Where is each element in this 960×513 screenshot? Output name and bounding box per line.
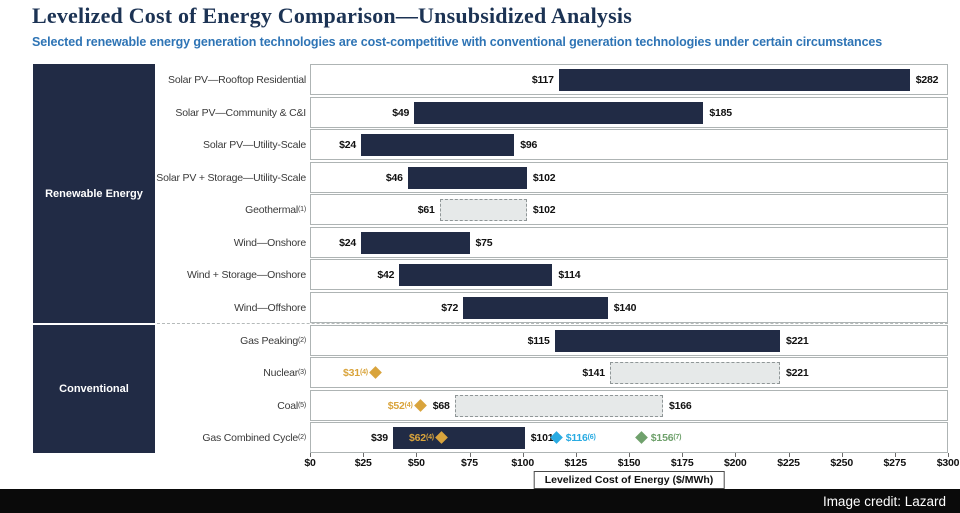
x-axis-tick-label: $50 — [407, 457, 425, 469]
x-axis-tick-label: $75 — [461, 457, 478, 469]
row-label-4: Geothermal (1) — [245, 203, 306, 216]
x-axis-tick — [416, 453, 418, 457]
range-bar-11 — [392, 426, 525, 449]
min-value-label-8: $115 — [527, 334, 550, 347]
row-track-3 — [310, 162, 948, 193]
x-axis-tick — [788, 453, 790, 457]
marker-label-11-1: $116 (6) — [565, 431, 596, 444]
x-axis-title-box: Levelized Cost of Energy ($/MWh) — [533, 471, 725, 489]
max-value-label-5: $75 — [475, 236, 493, 249]
section-divider-dashed-line — [157, 323, 948, 324]
x-axis-tick — [629, 453, 630, 457]
x-axis-tick — [735, 453, 737, 457]
x-axis-tick — [575, 453, 577, 457]
min-value-label-0: $117 — [531, 73, 554, 86]
x-axis-tick — [469, 453, 471, 457]
min-value-label-6: $42 — [377, 268, 395, 281]
row-label-8: Gas Peaking (2) — [240, 334, 306, 347]
marker-label-10-0: $52 (4) — [387, 399, 413, 412]
range-bar-7 — [463, 296, 608, 319]
range-bar-9 — [609, 361, 780, 384]
marker-label-11-0: $62 (4) — [409, 431, 434, 444]
image-credit: Image credit: Lazard — [822, 493, 946, 509]
range-bar-0 — [558, 68, 910, 91]
min-value-label-7: $72 — [441, 301, 459, 314]
range-bar-8 — [554, 329, 780, 352]
x-axis-tick-label: $25 — [354, 457, 372, 469]
min-value-label-3: $46 — [385, 171, 403, 184]
row-label-2: Solar PV—Utility-Scale — [203, 138, 306, 151]
category-block-conventional: Conventional — [33, 325, 155, 453]
row-label-6: Wind + Storage—Onshore — [186, 268, 306, 281]
x-axis-tick — [310, 453, 311, 457]
max-value-label-4: $102 — [532, 203, 556, 216]
row-label-1: Solar PV—Community & C&I — [175, 106, 306, 119]
row-label-7: Wind—Offshore — [234, 301, 306, 314]
row-label-9: Nuclear (3) — [263, 366, 306, 379]
range-bar-6 — [399, 263, 553, 286]
x-axis-tick-label: $225 — [777, 457, 800, 469]
max-value-label-6: $114 — [558, 268, 581, 281]
category-block-renewable: Renewable Energy — [33, 64, 155, 323]
range-bar-1 — [414, 101, 704, 124]
max-value-label-0: $282 — [915, 73, 939, 86]
x-axis-tick-label: $175 — [670, 457, 694, 469]
x-axis-tick — [948, 453, 949, 457]
x-axis-tick-label: $100 — [511, 457, 534, 469]
min-value-label-1: $49 — [392, 106, 410, 119]
max-value-label-2: $96 — [520, 138, 538, 151]
x-axis-tick — [363, 453, 365, 457]
range-bar-4 — [439, 198, 527, 221]
page-subtitle: Selected renewable energy generation tec… — [32, 35, 883, 49]
x-axis-tick — [522, 453, 524, 457]
page-title: Levelized Cost of Energy Comparison—Unsu… — [32, 3, 632, 28]
min-value-label-11: $39 — [370, 431, 388, 444]
row-label-0: Solar PV—Rooftop Residential — [168, 73, 306, 86]
x-axis-tick-label: $125 — [564, 457, 588, 469]
x-axis-tick-label: $300 — [936, 457, 960, 469]
x-axis-tick-label: $150 — [617, 457, 641, 469]
range-bar-10 — [454, 394, 663, 417]
footer-bar: Image credit: Lazard — [0, 489, 960, 513]
range-bar-3 — [407, 166, 527, 189]
range-bar-5 — [361, 231, 470, 254]
marker-label-9-0: $31 (4) — [343, 366, 368, 379]
min-value-label-9: $141 — [582, 366, 605, 379]
category-label-renewable: Renewable Energy — [45, 187, 143, 200]
row-track-7 — [310, 292, 948, 323]
max-value-label-11: $101 — [530, 431, 554, 444]
x-axis-tick-label: $200 — [724, 457, 747, 469]
max-value-label-10: $166 — [669, 399, 692, 412]
min-value-label-5: $24 — [339, 236, 356, 249]
max-value-label-9: $221 — [786, 366, 809, 379]
marker-label-11-2: $156 (7) — [650, 431, 682, 444]
x-axis-tick — [894, 453, 896, 457]
row-label-5: Wind—Onshore — [233, 236, 306, 249]
row-label-11: Gas Combined Cycle (2) — [202, 431, 306, 444]
x-axis-tick — [841, 453, 843, 457]
row-label-10: Coal (5) — [277, 399, 306, 412]
x-axis-tick-label: $275 — [883, 457, 907, 469]
max-value-label-8: $221 — [786, 334, 809, 347]
max-value-label-3: $102 — [532, 171, 556, 184]
category-label-conventional: Conventional — [59, 383, 129, 395]
min-value-label-10: $68 — [432, 399, 450, 412]
row-label-3: Solar PV + Storage—Utility-Scale — [156, 171, 306, 184]
x-axis-tick-label: $0 — [304, 457, 316, 469]
range-bar-2 — [361, 133, 515, 156]
x-axis-tick — [682, 453, 684, 457]
x-axis-tick-label: $250 — [830, 457, 853, 469]
max-value-label-7: $140 — [613, 301, 637, 314]
min-value-label-4: $61 — [417, 203, 435, 216]
max-value-label-1: $185 — [709, 106, 732, 119]
row-track-4 — [310, 194, 948, 225]
min-value-label-2: $24 — [339, 138, 356, 151]
